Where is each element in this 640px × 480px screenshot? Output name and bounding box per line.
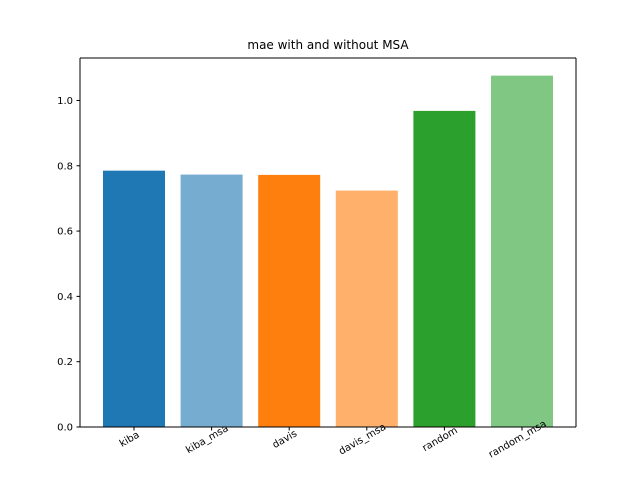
x-tick-label: kiba [118,430,142,450]
y-tick-label: 0.2 [57,357,73,368]
y-tick-label: 0.4 [57,292,73,303]
y-tick-label: 0.6 [57,227,73,238]
bar-random_msa [491,75,553,427]
y-tick-label: 1.0 [57,96,73,107]
x-tick-label: random [421,425,460,454]
bar-kiba [103,170,165,427]
y-axis: 0.0 0.2 0.4 0.6 0.8 1.0 [57,96,80,434]
x-tick-label: davis [271,428,299,451]
bar-random [413,110,476,428]
y-tick-label: 0.0 [57,423,73,434]
y-tick-label: 0.8 [57,161,73,172]
chart-title: mae with and without MSA [247,38,409,52]
bars-group [103,75,553,428]
bar-davis_msa [335,190,398,427]
bar-davis [258,174,321,427]
x-tick-label: kiba_msa [184,423,230,456]
bar-kiba_msa [180,174,243,427]
plot-frame [79,57,577,428]
